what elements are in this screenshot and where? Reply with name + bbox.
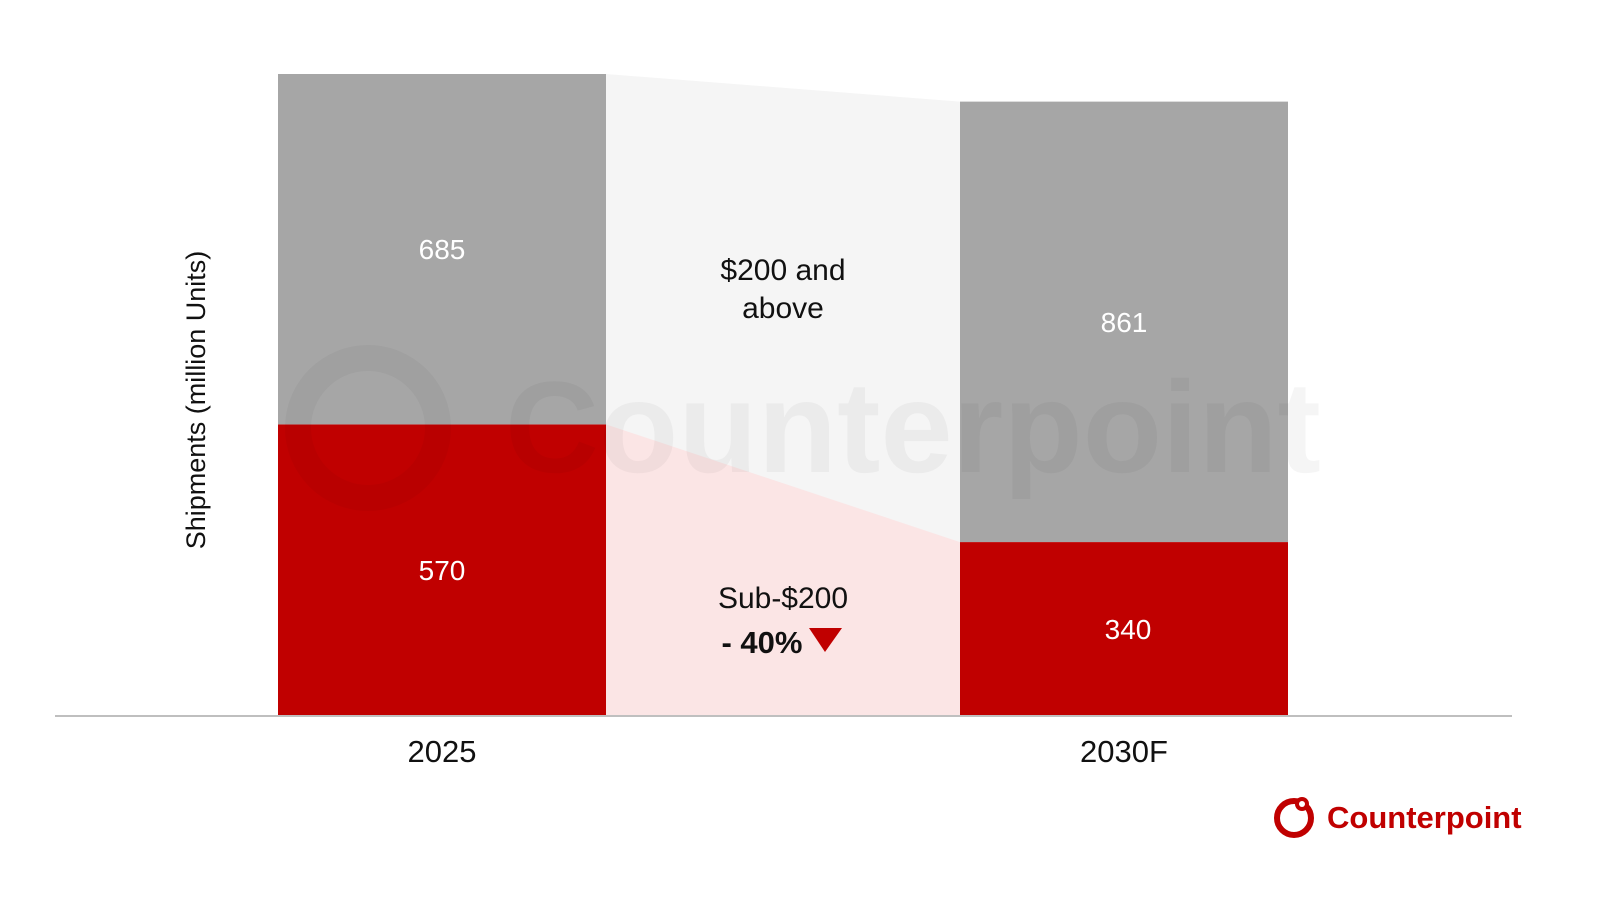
counterpoint-logo: Counterpoint (1274, 797, 1522, 838)
bar-2030f-sub200 (960, 542, 1288, 716)
down-triangle-icon (809, 628, 842, 652)
x-tick-label-2025: 2025 (408, 734, 477, 769)
counterpoint-logo-icon (1274, 797, 1314, 838)
bar-2025-sub200 (278, 424, 606, 716)
data-label-2025-200-and-above: 685 (419, 234, 466, 265)
connector-band-lower (606, 424, 960, 716)
lower-band-change-label: - 40% (722, 625, 803, 660)
data-label-2030f-sub200: 340 (1105, 614, 1152, 645)
bar-2025-200-and-above (278, 74, 606, 425)
upper-band-label-line1: $200 and (720, 254, 845, 287)
lower-band-label: Sub-$200 (718, 582, 848, 615)
bar-group (278, 74, 1288, 716)
y-axis-label: Shipments (million Units) (181, 251, 211, 550)
bar-2030f-200-and-above (960, 101, 1288, 543)
data-label-2030f-200-and-above: 861 (1101, 307, 1148, 338)
watermark-text: Counterpoint (505, 354, 1321, 500)
x-tick-label-2030f: 2030F (1080, 734, 1168, 769)
logo-text: Counterpoint (1327, 800, 1522, 835)
data-label-2025-sub200: 570 (419, 555, 466, 586)
upper-band-label-line2: above (742, 292, 824, 325)
